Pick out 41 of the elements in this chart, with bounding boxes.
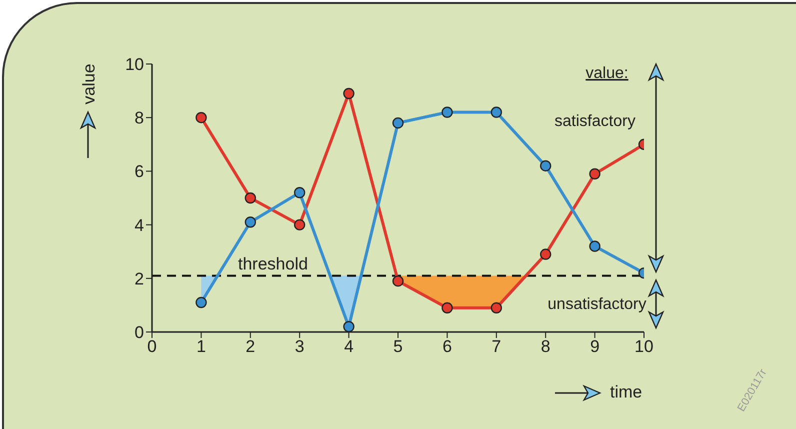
x-tick-label: 9: [590, 337, 600, 356]
x-tick-label: 3: [294, 337, 304, 356]
x-tick-label: 10: [634, 337, 654, 356]
point: [343, 88, 354, 100]
x-tick-label: 7: [492, 337, 502, 356]
x-tick-label: 6: [442, 337, 452, 356]
y-axis-title: value: [79, 64, 98, 104]
x-axis-title: time: [610, 382, 642, 402]
x-tick-label: 8: [540, 337, 550, 356]
point: [540, 160, 552, 172]
point: [244, 216, 256, 228]
ref-line-label: threshold: [238, 254, 308, 274]
x-tick-label: 0: [147, 337, 157, 356]
point: [589, 240, 600, 252]
point: [540, 248, 552, 260]
point: [392, 117, 404, 129]
point: [294, 187, 306, 198]
y-tick-label: 4: [134, 216, 144, 235]
x-tick-label: 5: [393, 337, 403, 356]
annotation: satisfactory: [554, 113, 636, 130]
annotation: unsatisfactory: [548, 296, 646, 313]
point: [196, 296, 207, 308]
point: [196, 112, 207, 124]
point: [392, 275, 404, 287]
x-tick-label: 2: [246, 337, 256, 356]
y-tick-label: 0: [134, 323, 144, 342]
point: [490, 106, 502, 118]
point: [589, 168, 600, 180]
point: [343, 321, 354, 332]
point: [244, 192, 256, 204]
point: [442, 106, 453, 118]
point: [490, 302, 502, 314]
y-tick-label: 8: [134, 108, 144, 128]
y-tick-label: 6: [134, 162, 144, 182]
y-tick-label: 2: [134, 269, 144, 288]
x-tick-label: 1: [196, 337, 206, 356]
y-tick-label: 10: [125, 55, 144, 74]
point: [442, 302, 453, 314]
point: [294, 219, 306, 230]
x-tick-label: 4: [344, 337, 354, 356]
annotation: value:: [586, 65, 628, 82]
